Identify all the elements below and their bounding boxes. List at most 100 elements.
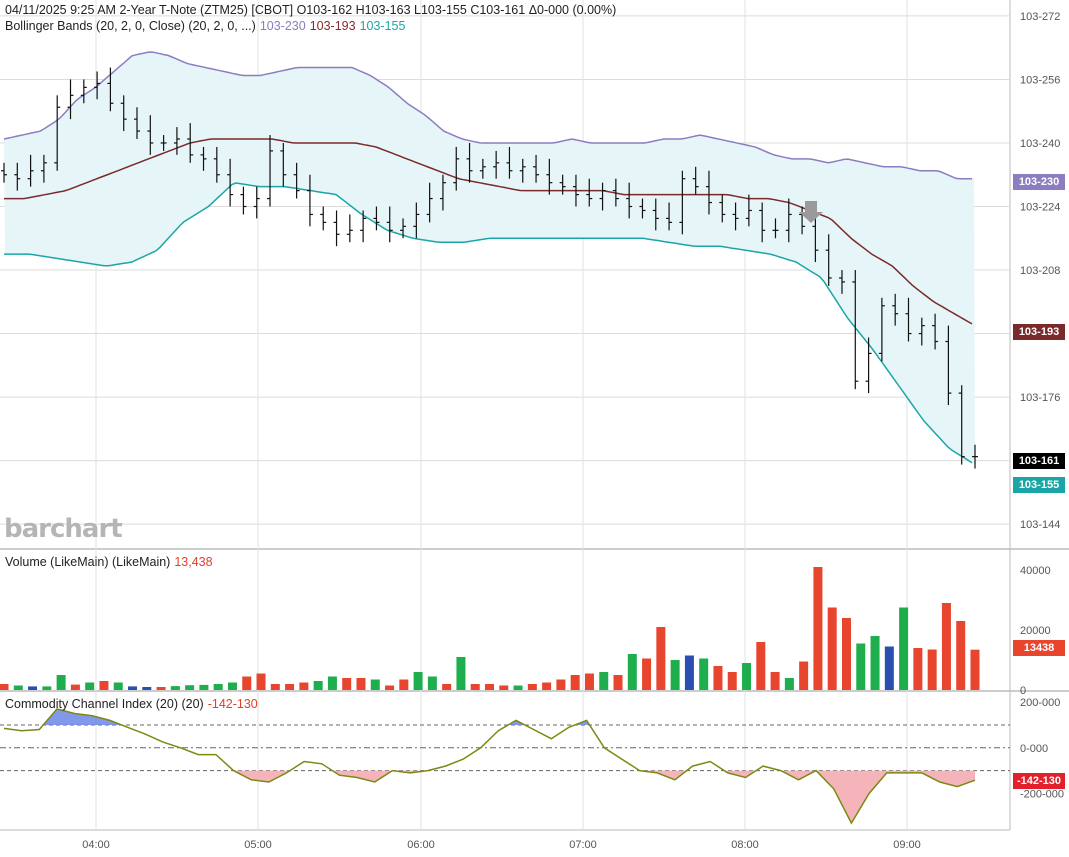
lower-band-line <box>4 182 973 464</box>
volume-bar <box>427 676 437 690</box>
volume-bar <box>570 675 580 690</box>
volume-bar <box>213 684 223 690</box>
cci-tag: -142-130 <box>1013 773 1065 789</box>
price-tick-label: 103-176 <box>1020 392 1060 404</box>
volume-bar <box>841 618 851 690</box>
price-tick-label: 103-224 <box>1020 202 1060 214</box>
volume-bar <box>970 649 980 690</box>
price-tick-label: 103-144 <box>1020 519 1060 531</box>
cci-legend: Commodity Channel Index (20) (20) -142-13… <box>5 697 262 711</box>
volume-bar <box>28 686 38 690</box>
lower-band-tag: 103-155 <box>1013 477 1065 493</box>
volume-bar <box>784 678 794 690</box>
volume-bar <box>356 678 366 690</box>
volume-bar <box>642 658 652 690</box>
cci-oversold-fill <box>332 770 393 782</box>
price-tick-label: 103-256 <box>1020 74 1060 86</box>
volume-bar <box>385 685 395 690</box>
volume-bar <box>342 678 352 690</box>
volume-bar <box>327 676 337 690</box>
upper-band-tag: 103-230 <box>1013 174 1065 190</box>
time-tick-label: 05:00 <box>244 839 272 851</box>
volume-bar <box>270 684 280 690</box>
volume-bar <box>485 684 494 690</box>
volume-bar <box>185 685 195 690</box>
bb-legend: Bollinger Bands (20, 2, 0, Close) (20, 2… <box>5 19 409 33</box>
price-bars <box>1 67 978 469</box>
cci-label: Commodity Channel Index (20) (20) <box>5 697 204 711</box>
volume-bar <box>413 672 423 690</box>
volume-bar <box>456 657 466 690</box>
volume-bar <box>827 607 837 690</box>
volume-bar <box>856 643 866 690</box>
volume-bar <box>99 681 109 690</box>
volume-bar <box>70 684 80 690</box>
cci-oversold-fill <box>780 770 817 780</box>
bb-upper-value: 103-230 <box>259 19 306 33</box>
volume-bar <box>85 682 95 690</box>
volume-bar <box>556 679 566 690</box>
volume-bar <box>442 684 452 690</box>
volume-bar <box>113 682 123 690</box>
volume-bar <box>813 567 823 690</box>
cci-value: -142-130 <box>207 697 258 711</box>
volume-bar <box>913 648 923 690</box>
volume-bar <box>499 685 509 690</box>
upper-band-line <box>3 51 972 180</box>
volume-bar <box>656 627 666 690</box>
volume-bar <box>399 679 409 690</box>
cci-oversold-fill <box>816 770 975 824</box>
volume-bar <box>742 663 752 690</box>
volume-bar <box>899 607 909 690</box>
volume-bar <box>199 684 209 690</box>
close-price-tag: 103-161 <box>1013 453 1065 469</box>
time-tick-label: 04:00 <box>82 839 110 851</box>
cci-series <box>0 708 1010 825</box>
volume-bar <box>799 661 809 690</box>
volume-bar <box>285 684 295 690</box>
volume-bar <box>727 672 737 690</box>
volume-tick-label: 40000 <box>1020 565 1051 577</box>
volume-bar <box>770 672 780 690</box>
bb-label: Bollinger Bands (20, 2, 0, Close) (20, 2… <box>5 19 256 33</box>
volume-bar <box>170 686 180 690</box>
volume-bar <box>299 682 309 690</box>
quote-line: 04/11/2025 9:25 AM 2-Year T-Note (ZTM25)… <box>5 3 617 17</box>
volume-bar <box>870 636 880 690</box>
volume-bar <box>227 682 237 690</box>
time-tick-label: 07:00 <box>569 839 597 851</box>
volume-legend: Volume (LikeMain) (LikeMain) 13,438 <box>5 555 217 569</box>
volume-tick-label: 20000 <box>1020 625 1051 637</box>
volume-bar <box>699 658 709 690</box>
volume-tag: 13438 <box>1013 640 1065 656</box>
volume-bar <box>0 684 9 690</box>
volume-bar <box>313 681 323 690</box>
volume-bars <box>0 567 980 690</box>
time-tick-label: 06:00 <box>407 839 435 851</box>
volume-bar <box>670 660 680 690</box>
volume-value: 13,438 <box>174 555 213 569</box>
middle-band-tag: 103-193 <box>1013 324 1065 340</box>
volume-bar <box>956 621 966 690</box>
volume-bar <box>713 666 723 690</box>
price-tick-label: 103-272 <box>1020 11 1060 23</box>
cci-oversold-fill <box>233 770 290 782</box>
volume-bar <box>599 672 609 690</box>
time-tick-label: 08:00 <box>731 839 759 851</box>
volume-bar <box>156 687 166 690</box>
volume-bar <box>527 684 537 690</box>
volume-bar <box>370 679 380 690</box>
volume-bar <box>627 654 637 690</box>
volume-bar <box>142 687 152 690</box>
cci-tick-label: 0-000 <box>1020 743 1048 755</box>
volume-bar <box>542 682 552 690</box>
volume-bar <box>613 675 623 690</box>
volume-bar <box>756 642 766 690</box>
volume-bar <box>941 603 951 690</box>
price-tick-label: 103-208 <box>1020 265 1060 277</box>
bollinger-bands <box>3 51 975 465</box>
volume-bar <box>884 646 894 690</box>
cci-overbought-fill <box>43 709 122 725</box>
volume-tick-label: 0 <box>1020 685 1026 697</box>
